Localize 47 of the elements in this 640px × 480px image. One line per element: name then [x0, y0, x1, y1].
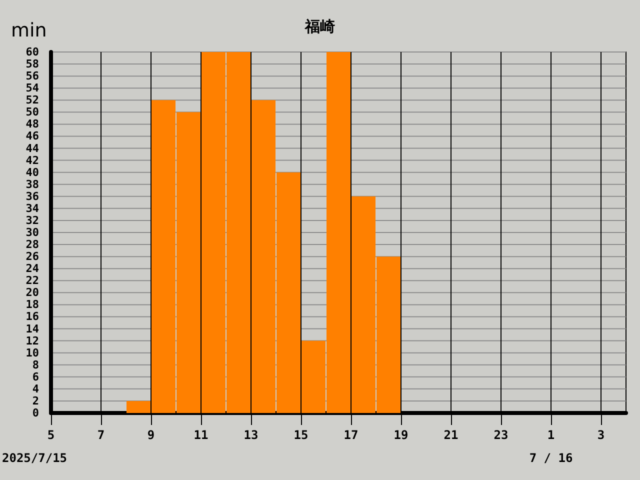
- y-tick-label: 26: [26, 250, 40, 264]
- x-tick-label: 11: [194, 428, 208, 442]
- y-tick-label: 40: [26, 166, 39, 179]
- x-tick-label: 13: [244, 428, 258, 442]
- y-tick-label: 54: [26, 82, 40, 95]
- y-tick-label: 4: [32, 382, 40, 396]
- y-tick-label: 46: [26, 130, 40, 143]
- x-tick-label: 23: [494, 428, 508, 442]
- y-axis-title: min: [11, 20, 47, 42]
- y-tick-label: 14: [26, 322, 40, 336]
- y-tick-label: 8: [32, 358, 39, 372]
- y-tick-label: 24: [26, 262, 40, 276]
- y-tick-label: 10: [26, 346, 39, 360]
- x-tick-label: 21: [444, 428, 458, 442]
- y-tick-label: 60: [26, 46, 39, 58]
- y-tick-label: 6: [32, 370, 40, 384]
- y-tick-label: 42: [26, 154, 39, 167]
- y-tick-label: 28: [26, 238, 39, 252]
- text: 2025/7/15: [2, 451, 68, 465]
- x-tick-label: 15: [294, 428, 308, 442]
- x-tick-label: 5: [47, 428, 55, 442]
- y-tick-label: 36: [26, 190, 40, 203]
- x-tick-label: 17: [344, 428, 358, 442]
- y-tick-label: 52: [26, 94, 39, 107]
- y-tick-label: 56: [26, 70, 40, 83]
- y-tick-label: 16: [26, 310, 40, 324]
- y-tick-label: 58: [26, 58, 39, 71]
- y-tick-label: 12: [26, 334, 39, 348]
- y-tick-label: 0: [32, 406, 39, 420]
- y-tick-label: 34: [26, 202, 40, 215]
- y-tick-label: 20: [26, 286, 39, 300]
- x-tick-label: 7: [97, 428, 105, 442]
- y-tick-label: 38: [26, 178, 39, 191]
- y-tick-label: 22: [26, 274, 39, 288]
- y-tick-label: 32: [26, 214, 39, 227]
- y-tick-label: 44: [26, 142, 40, 155]
- y-tick-label: 18: [26, 298, 39, 312]
- y-tick-label: 48: [26, 118, 39, 131]
- text: 7 / 16: [529, 451, 573, 465]
- y-tick-label: 2: [32, 394, 39, 408]
- x-tick-label: 9: [147, 428, 155, 442]
- x-tick-label: 1: [547, 428, 555, 442]
- y-tick-label: 30: [26, 226, 39, 239]
- x-tick-label: 19: [394, 428, 408, 442]
- chart-title: 福崎: [304, 18, 335, 36]
- x-tick-label: 3: [597, 428, 605, 442]
- y-tick-label: 50: [26, 106, 39, 119]
